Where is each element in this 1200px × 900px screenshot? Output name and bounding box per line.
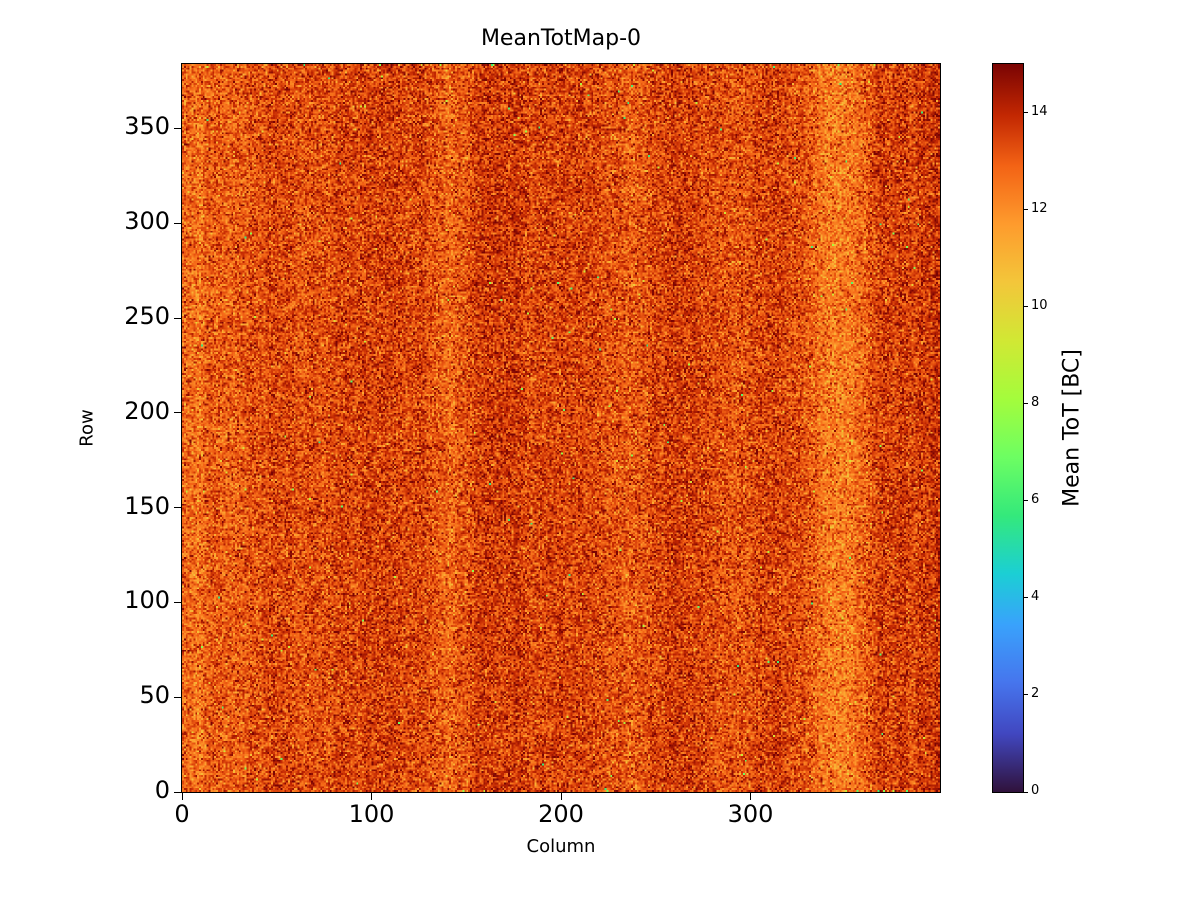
colorbar-tick-label: 4 [1031, 588, 1040, 604]
colorbar-tick-mark [1024, 500, 1028, 502]
colorbar-tick-mark [1024, 791, 1028, 793]
y-tick-mark [174, 222, 181, 224]
colorbar-tick-label: 0 [1031, 783, 1040, 798]
y-tick-label: 300 [124, 207, 170, 236]
colorbar-tick-mark [1024, 209, 1028, 211]
y-axis-label: Row [76, 409, 98, 447]
x-tick-label: 0 [174, 800, 190, 828]
x-tick-mark [371, 793, 372, 800]
chart-title: MeanTotMap-0 [480, 26, 642, 51]
colorbar-tick-label: 2 [1031, 685, 1040, 701]
y-tick-label: 350 [124, 112, 170, 141]
y-tick-label: 0 [154, 776, 170, 804]
colorbar-tick-label: 14 [1031, 103, 1048, 119]
colorbar-tick-label: 6 [1031, 491, 1040, 507]
x-tick-label: 300 [727, 800, 774, 828]
colorbar-tick-label: 10 [1031, 297, 1048, 313]
colorbar-tick-mark [1024, 112, 1028, 114]
colorbar-tick-mark [1024, 694, 1028, 696]
colorbar [992, 63, 1024, 793]
x-tick-label: 100 [348, 800, 395, 828]
y-tick-mark [174, 601, 181, 603]
y-tick-label: 250 [124, 302, 170, 331]
x-tick-label: 200 [538, 800, 584, 828]
x-tick-mark [750, 793, 751, 800]
colorbar-tick-mark [1024, 306, 1028, 308]
x-tick-mark [181, 793, 183, 800]
y-tick-label: 100 [124, 586, 170, 615]
colorbar-label: Mean ToT [BC] [1059, 349, 1085, 507]
y-tick-mark [174, 507, 181, 509]
x-axis-label: Column [526, 836, 596, 857]
y-tick-label: 150 [124, 491, 170, 520]
colorbar-tick-mark [1024, 403, 1028, 405]
y-tick-mark [174, 412, 181, 414]
colorbar-tick-label: 8 [1031, 394, 1040, 410]
y-tick-label: 200 [124, 396, 170, 425]
y-tick-mark [174, 696, 181, 698]
heatmap-plot-area [181, 63, 941, 793]
x-tick-mark [560, 793, 562, 800]
colorbar-tick-label: 12 [1031, 200, 1048, 216]
y-tick-label: 50 [139, 681, 170, 710]
y-tick-mark [174, 791, 181, 793]
y-tick-mark [174, 127, 181, 129]
colorbar-tick-mark [1024, 597, 1028, 599]
heatmap-canvas [182, 64, 940, 792]
y-tick-mark [174, 317, 181, 319]
